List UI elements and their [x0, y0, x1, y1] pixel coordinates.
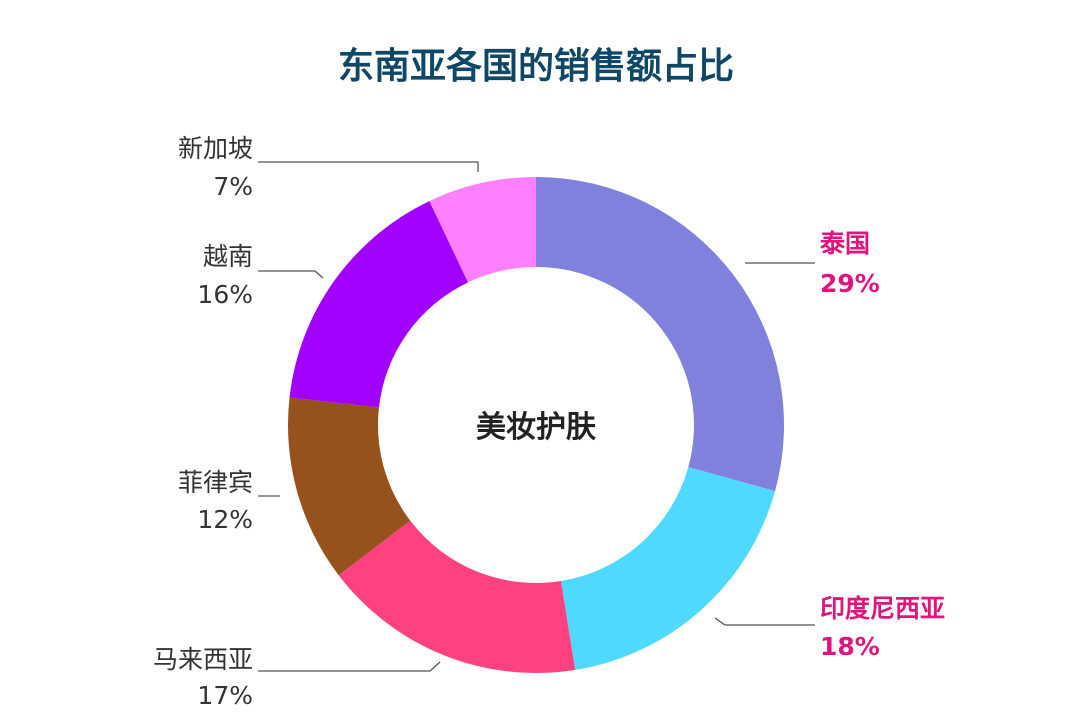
- slice-3-category-label: 马来西亚: [153, 645, 253, 674]
- slice-4-wedge: [287, 397, 411, 576]
- slice-labels: 泰国 29% 印度尼西亚 18% 马来西亚 17% 菲律宾 12% 越南 16% 新加坡 7%: [153, 134, 945, 710]
- slice-5-wedge: [289, 201, 469, 408]
- slice-5-leader-line: [258, 270, 324, 279]
- slice-6-value-label: 7%: [213, 172, 253, 201]
- donut-slices: [287, 177, 784, 673]
- slice-5-value-label: 16%: [197, 280, 253, 309]
- slice-2-leader-line: [714, 617, 815, 626]
- slice-3-wedge: [338, 520, 576, 673]
- slice-3-value-label: 17%: [197, 681, 253, 710]
- slice-1-value-label: 29%: [820, 269, 880, 298]
- chart-title: 东南亚各国的销售额占比: [338, 46, 734, 87]
- slice-1-category-label: 泰国: [820, 229, 870, 258]
- slice-1-wedge: [536, 177, 784, 492]
- slice-4-value-label: 12%: [197, 505, 253, 534]
- slice-2-category-label: 印度尼西亚: [820, 594, 945, 623]
- slice-6-wedge: [429, 177, 536, 283]
- slice-6-leader-line: [258, 161, 479, 172]
- leader-lines: [258, 161, 815, 672]
- slice-3-leader-line: [258, 661, 441, 672]
- center-label: 美妆护肤: [476, 410, 597, 445]
- slice-5-category-label: 越南: [203, 242, 253, 271]
- slice-2-wedge: [560, 467, 776, 670]
- slice-4-category-label: 菲律宾: [178, 468, 253, 497]
- slice-6-category-label: 新加坡: [178, 134, 253, 163]
- slice-2-value-label: 18%: [820, 632, 880, 661]
